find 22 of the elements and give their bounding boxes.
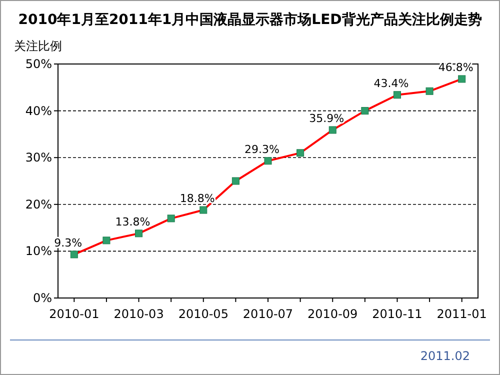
x-tick-label: 2010-11 xyxy=(372,307,422,321)
y-axis-title: 关注比例 xyxy=(14,39,62,53)
x-tick-label: 2010-01 xyxy=(49,307,100,321)
y-tick-label: 20% xyxy=(25,197,52,212)
y-tick-label: 30% xyxy=(25,150,52,165)
x-tick-label: 2010-05 xyxy=(178,307,228,321)
data-label: 46.8% xyxy=(438,60,474,74)
data-label: 13.8% xyxy=(115,215,150,228)
x-tick-label: 2011-01 xyxy=(436,307,487,321)
y-tick-label: 0% xyxy=(32,291,52,305)
data-label: 35.9% xyxy=(309,112,344,125)
y-tick-label: 40% xyxy=(25,104,52,118)
chart-title: 2010年1月至2011年1月中国液晶显示器市场LED背光产品关注比例走势 xyxy=(18,11,482,28)
y-tick-label: 50% xyxy=(25,57,52,71)
x-tick-label: 2010-09 xyxy=(308,307,358,321)
text: 2011.02 xyxy=(420,349,470,363)
x-tick-label: 2010-07 xyxy=(242,307,294,321)
y-tick-label: 10% xyxy=(25,244,52,258)
data-label: 43.4% xyxy=(374,76,409,90)
x-tick-label: 2010-03 xyxy=(114,307,164,321)
data-label: 29.3% xyxy=(244,142,280,156)
data-label: 18.8% xyxy=(180,192,215,206)
